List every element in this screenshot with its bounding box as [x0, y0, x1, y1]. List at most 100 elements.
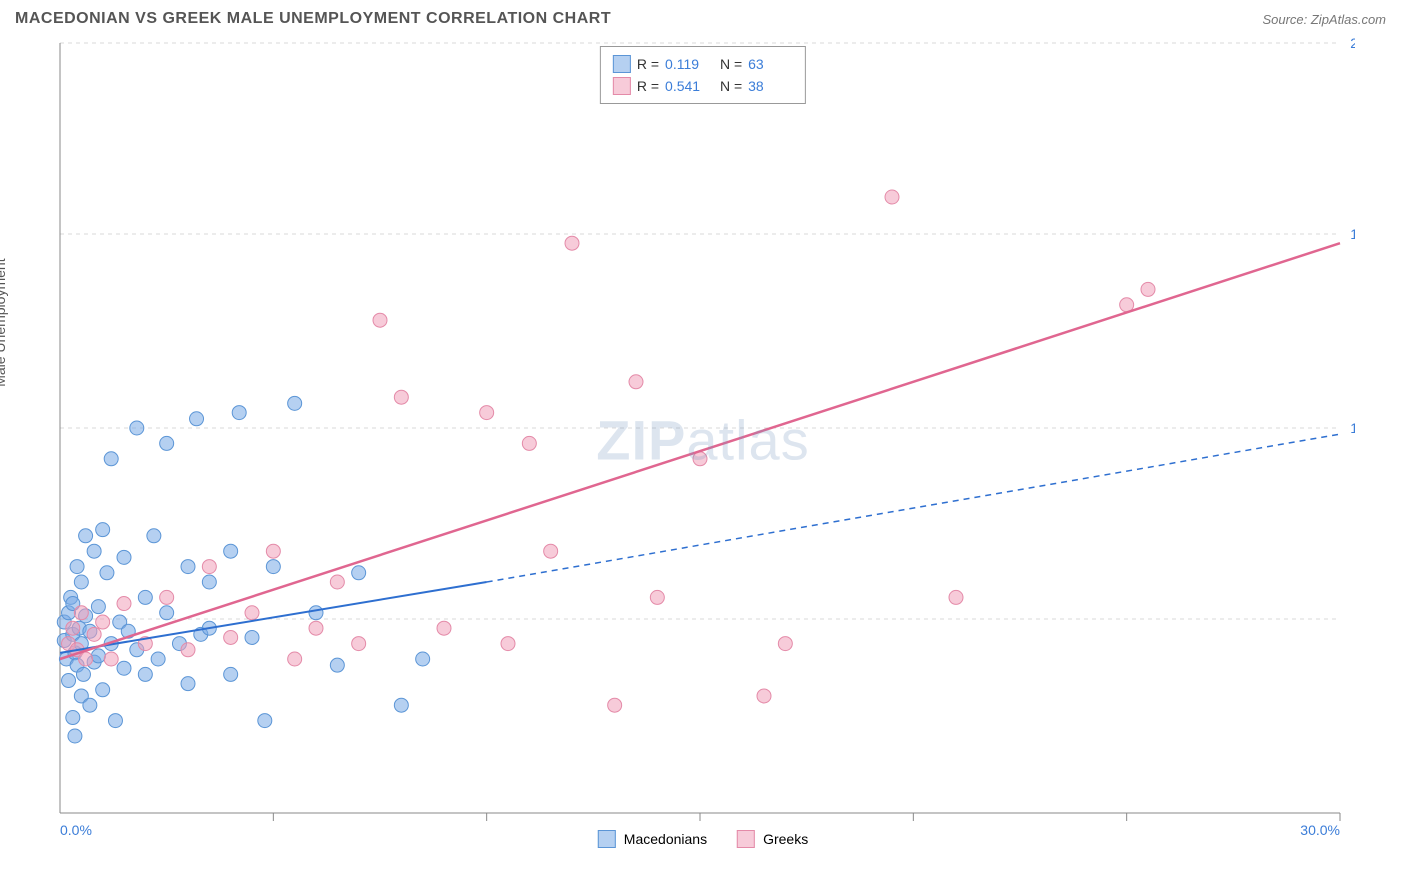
- y-tick-label: 18.8%: [1350, 226, 1355, 242]
- legend-r-label: R =: [637, 75, 659, 97]
- data-point: [266, 544, 280, 558]
- data-point: [778, 637, 792, 651]
- data-point: [288, 396, 302, 410]
- data-point: [117, 550, 131, 564]
- data-point: [416, 652, 430, 666]
- data-point: [202, 575, 216, 589]
- data-point: [91, 600, 105, 614]
- data-point: [181, 560, 195, 574]
- data-point: [83, 698, 97, 712]
- legend-item: Macedonians: [598, 830, 707, 848]
- data-point: [66, 711, 80, 725]
- data-point: [151, 652, 165, 666]
- data-point: [68, 729, 82, 743]
- data-point: [138, 590, 152, 604]
- x-axis-max-label: 30.0%: [1300, 822, 1340, 838]
- y-tick-label: 12.5%: [1350, 420, 1355, 436]
- legend-row: R = 0.119 N = 63: [613, 53, 793, 75]
- data-point: [87, 544, 101, 558]
- data-point: [138, 667, 152, 681]
- data-point: [885, 190, 899, 204]
- scatter-chart: 6.3%12.5%18.8%25.0%0.0%30.0%: [15, 38, 1355, 848]
- chart-header: MACEDONIAN VS GREEK MALE UNEMPLOYMENT CO…: [0, 0, 1406, 33]
- legend-n-value: 38: [748, 75, 793, 97]
- data-point: [79, 652, 93, 666]
- data-point: [266, 560, 280, 574]
- legend-r-value: 0.541: [665, 75, 710, 97]
- data-point: [352, 637, 366, 651]
- data-point: [501, 637, 515, 651]
- data-point: [757, 689, 771, 703]
- data-point: [1141, 282, 1155, 296]
- legend-swatch: [737, 830, 755, 848]
- data-point: [181, 643, 195, 657]
- data-point: [480, 406, 494, 420]
- regression-line: [60, 243, 1340, 659]
- data-point: [288, 652, 302, 666]
- source-label: Source: ZipAtlas.com: [1262, 12, 1386, 27]
- data-point: [258, 714, 272, 728]
- data-point: [160, 590, 174, 604]
- legend-swatch: [613, 55, 631, 73]
- data-point: [104, 652, 118, 666]
- data-point: [70, 560, 84, 574]
- data-point: [394, 390, 408, 404]
- chart-container: Male Unemployment 6.3%12.5%18.8%25.0%0.0…: [15, 38, 1391, 848]
- data-point: [87, 627, 101, 641]
- data-point: [96, 683, 110, 697]
- data-point: [96, 615, 110, 629]
- x-axis-min-label: 0.0%: [60, 822, 92, 838]
- data-point: [330, 575, 344, 589]
- data-point: [202, 560, 216, 574]
- data-point: [117, 597, 131, 611]
- legend-n-value: 63: [748, 53, 793, 75]
- data-point: [108, 714, 122, 728]
- correlation-legend: R = 0.119 N = 63R = 0.541 N = 38: [600, 46, 806, 104]
- data-point: [160, 606, 174, 620]
- data-point: [309, 606, 323, 620]
- data-point: [352, 566, 366, 580]
- data-point: [62, 674, 76, 688]
- data-point: [96, 523, 110, 537]
- chart-title: MACEDONIAN VS GREEK MALE UNEMPLOYMENT CO…: [15, 10, 611, 28]
- data-point: [76, 667, 90, 681]
- data-point: [245, 630, 259, 644]
- data-point: [650, 590, 664, 604]
- legend-label: Macedonians: [624, 831, 707, 847]
- data-point: [147, 529, 161, 543]
- data-point: [91, 649, 105, 663]
- data-point: [224, 667, 238, 681]
- data-point: [608, 698, 622, 712]
- data-point: [181, 677, 195, 691]
- data-point: [565, 236, 579, 250]
- legend-n-label: N =: [716, 75, 742, 97]
- legend-row: R = 0.541 N = 38: [613, 75, 793, 97]
- data-point: [394, 698, 408, 712]
- data-point: [224, 630, 238, 644]
- y-tick-label: 25.0%: [1350, 38, 1355, 51]
- legend-label: Greeks: [763, 831, 808, 847]
- regression-line-dashed: [487, 434, 1340, 582]
- series-legend: Macedonians Greeks: [598, 830, 808, 848]
- y-axis-label: Male Unemployment: [0, 258, 8, 386]
- data-point: [117, 661, 131, 675]
- data-point: [629, 375, 643, 389]
- data-point: [74, 606, 88, 620]
- data-point: [79, 529, 93, 543]
- data-point: [949, 590, 963, 604]
- data-point: [309, 621, 323, 635]
- legend-item: Greeks: [737, 830, 808, 848]
- data-point: [245, 606, 259, 620]
- data-point: [544, 544, 558, 558]
- data-point: [232, 406, 246, 420]
- data-point: [224, 544, 238, 558]
- data-point: [130, 421, 144, 435]
- data-point: [66, 621, 80, 635]
- data-point: [522, 436, 536, 450]
- legend-r-label: R =: [637, 53, 659, 75]
- legend-n-label: N =: [716, 53, 742, 75]
- data-point: [104, 452, 118, 466]
- data-point: [190, 412, 204, 426]
- data-point: [437, 621, 451, 635]
- data-point: [330, 658, 344, 672]
